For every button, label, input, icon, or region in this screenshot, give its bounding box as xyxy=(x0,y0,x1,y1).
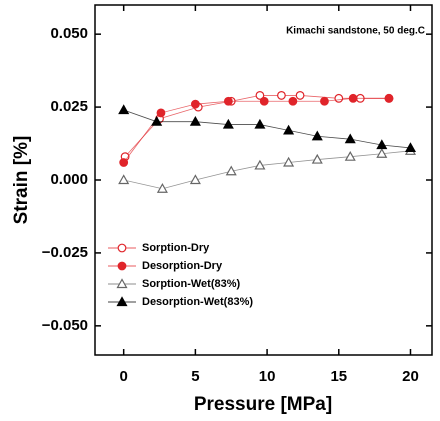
marker xyxy=(118,174,130,185)
legend-label: Sorption-Dry xyxy=(142,242,210,254)
legend-marker xyxy=(117,243,127,253)
x-tick-label: 0 xyxy=(120,368,128,385)
marker xyxy=(222,118,234,129)
legend-label: Desorption-Wet(83%) xyxy=(142,296,253,308)
marker xyxy=(156,108,166,118)
marker xyxy=(295,91,305,100)
marker xyxy=(254,159,266,170)
x-tick-label: 5 xyxy=(191,368,199,385)
marker xyxy=(255,91,265,100)
x-tick-label: 20 xyxy=(402,368,419,385)
marker xyxy=(118,104,130,115)
marker xyxy=(151,115,163,126)
x-tick-label: 15 xyxy=(330,368,347,385)
marker xyxy=(119,158,129,167)
y-tick-label: 0.000 xyxy=(50,171,88,188)
series-line xyxy=(123,109,411,149)
marker xyxy=(344,150,356,161)
marker xyxy=(283,124,295,135)
legend-marker xyxy=(116,296,128,307)
legend-label: Sorption-Wet(83%) xyxy=(142,278,241,290)
marker xyxy=(259,96,269,106)
marker xyxy=(311,153,323,164)
annotation: Kimachi sandstone, 50 deg.C xyxy=(286,26,425,37)
marker xyxy=(225,165,237,176)
marker xyxy=(376,148,388,158)
marker xyxy=(283,156,295,167)
y-tick-label: 0.025 xyxy=(50,98,88,115)
marker xyxy=(376,139,388,150)
marker xyxy=(254,118,266,129)
legend-marker xyxy=(116,278,128,289)
marker xyxy=(348,93,358,103)
y-tick-label: −0.050 xyxy=(42,317,88,334)
marker xyxy=(277,91,286,100)
marker xyxy=(404,142,417,153)
y-tick-label: −0.025 xyxy=(42,244,88,261)
marker xyxy=(190,99,200,109)
marker xyxy=(311,130,323,141)
marker xyxy=(156,183,168,193)
x-tick-label: 10 xyxy=(259,368,276,385)
marker xyxy=(344,133,356,144)
marker xyxy=(334,93,344,103)
x-axis-label: Pressure [MPa] xyxy=(194,394,332,415)
marker xyxy=(189,174,201,185)
marker xyxy=(384,93,394,103)
marker xyxy=(223,96,233,106)
series-line xyxy=(123,150,411,190)
legend-label: Desorption-Dry xyxy=(142,260,223,272)
marker xyxy=(320,96,329,106)
legend-marker xyxy=(117,261,127,271)
marker xyxy=(288,96,298,106)
y-axis-label: Strain [%] xyxy=(11,136,32,225)
y-tick-label: 0.050 xyxy=(50,25,88,42)
marker xyxy=(189,115,201,126)
